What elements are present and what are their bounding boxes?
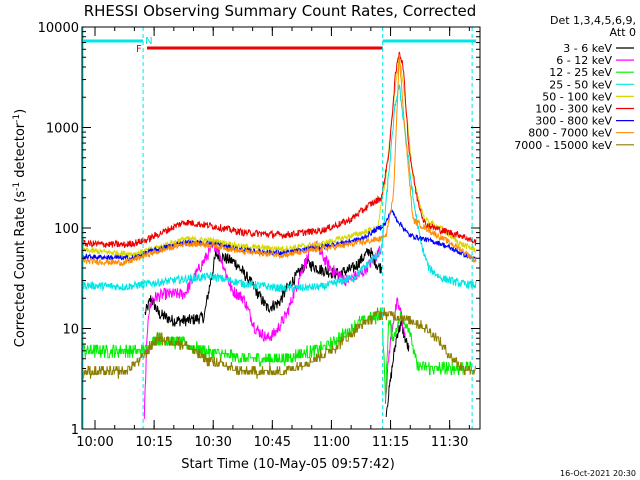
legend-entry-label: 3 - 6 keV [563, 42, 612, 55]
x-axis-label: Start Time (10-May-05 09:57:42) [181, 457, 395, 472]
x-tick-label: 10:15 [135, 435, 172, 450]
x-tick-label: 10:00 [76, 435, 113, 450]
legend-entry-label: 800 - 7000 keV [528, 127, 612, 140]
timestamp: 16-Oct-2021 20:30 [560, 469, 636, 478]
legend-header-line: Det 1,3,4,5,6,9, [550, 14, 636, 27]
y-tick-label: 10 [62, 323, 79, 338]
series-line-12to25keV [82, 307, 382, 367]
series-line-800to7000keV [82, 54, 477, 267]
legend-header-line: Att 0 [610, 26, 636, 39]
x-tick-label: 11:00 [313, 435, 350, 450]
x-tick-label: 10:45 [254, 435, 291, 450]
legend-entry-label: 25 - 50 keV [549, 78, 612, 91]
y-tick-label: 100 [54, 222, 79, 237]
y-axis-label: Corrected Count Rate (s-1 detector-1) [12, 109, 28, 347]
series-line-7000to15000keV [82, 307, 476, 379]
y-tick-label: 1 [71, 423, 79, 438]
series-line-3to6keV-part2 [385, 319, 410, 418]
night-flag-label: N [145, 36, 152, 47]
series-line-25to50keV [82, 84, 477, 293]
y-tick-label: 1000 [46, 122, 79, 137]
legend-entry-label: 100 - 300 keV [535, 103, 612, 116]
x-tick-label: 11:15 [372, 435, 409, 450]
legend-entry-label: 300 - 800 keV [535, 115, 612, 128]
x-tick-label: 11:30 [431, 435, 468, 450]
chart-title: RHESSI Observing Summary Count Rates, Co… [84, 2, 477, 20]
series-line-6to12keV [143, 241, 382, 420]
series-line-50to100keV [82, 55, 477, 257]
series-line-100to300keV [82, 51, 477, 248]
legend-entry-label: 7000 - 15000 keV [514, 139, 612, 152]
series-line-12to25keV-part2 [382, 311, 473, 400]
flare-flag-label: F [136, 44, 142, 55]
legend-entry-label: 50 - 100 keV [542, 90, 612, 103]
y-tick-label: 10000 [38, 21, 79, 36]
legend-entry-label: 12 - 25 keV [549, 66, 612, 79]
x-tick-label: 10:30 [194, 435, 231, 450]
legend-entry-label: 6 - 12 keV [556, 54, 612, 67]
